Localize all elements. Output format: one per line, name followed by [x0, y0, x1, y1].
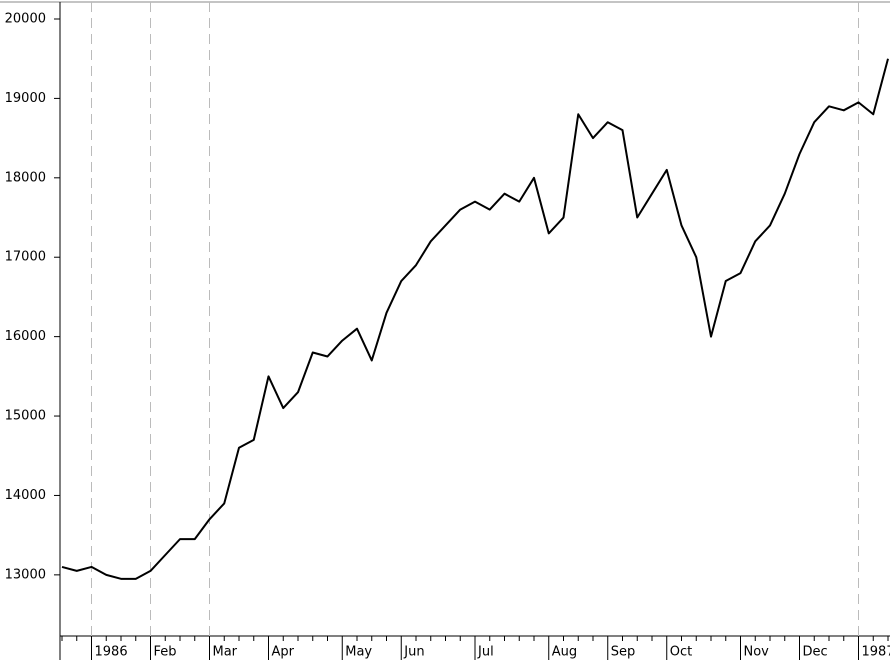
price-line: [61, 58, 889, 580]
x-tick-label: Feb: [154, 645, 177, 660]
y-tick-label: 17000: [5, 250, 46, 265]
x-tick-label: Nov: [744, 645, 770, 660]
x-tick-label: Mar: [213, 645, 238, 660]
y-tick-label: 19000: [5, 91, 46, 106]
x-tick-label: 1987: [862, 645, 890, 660]
x-tick-label: Oct: [670, 645, 692, 660]
y-tick-label: 20000: [5, 11, 46, 26]
y-tick-label: 13000: [5, 567, 46, 582]
y-tick-label: 16000: [5, 329, 46, 344]
x-tick-label: Jul: [477, 645, 494, 660]
x-tick-label: Jun: [403, 645, 424, 660]
y-tick-label: 14000: [5, 488, 46, 503]
x-tick-label: Sep: [611, 645, 636, 660]
x-tick-label: Dec: [803, 645, 828, 660]
x-tick-label: 1986: [95, 645, 128, 660]
y-tick-label: 18000: [5, 170, 46, 185]
x-tick-label: Aug: [552, 645, 577, 660]
x-tick-label: Apr: [272, 645, 295, 660]
y-tick-label: 15000: [5, 409, 46, 424]
x-tick-label: May: [345, 645, 372, 660]
